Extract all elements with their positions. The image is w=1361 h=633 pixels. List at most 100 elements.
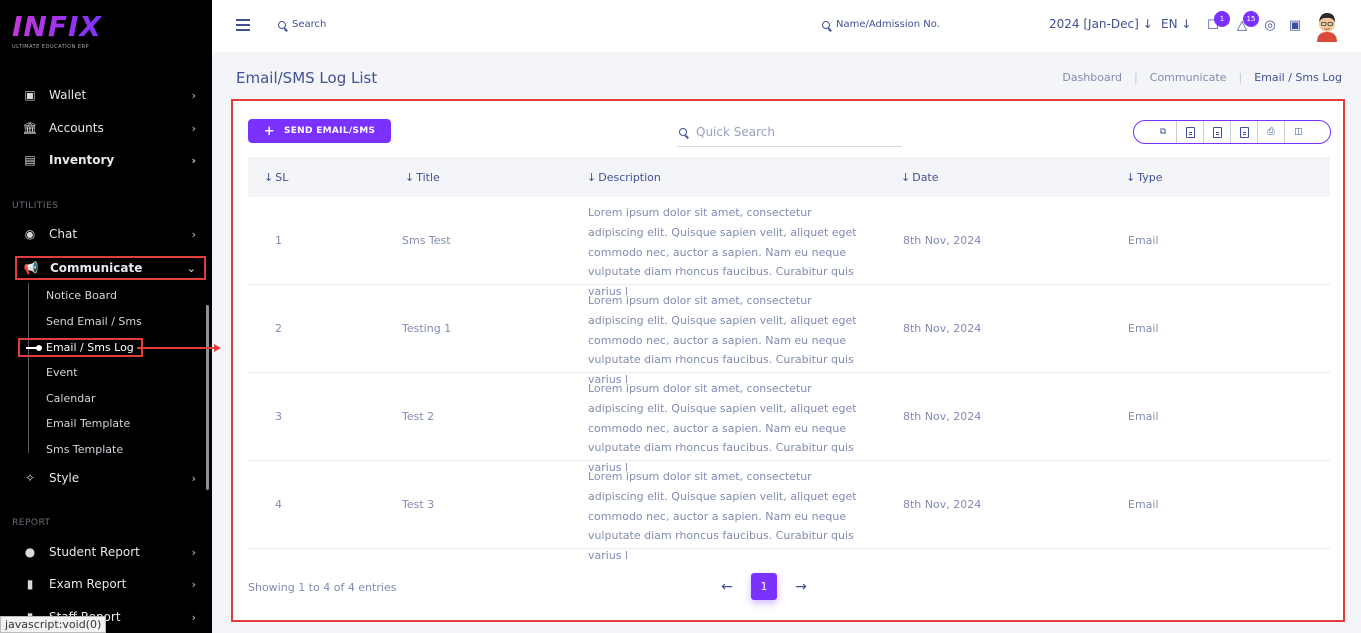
sidebar-scrollbar[interactable] <box>206 305 209 490</box>
section-label-utilities: UTILITIES <box>12 201 59 211</box>
column-label: Description <box>598 171 661 184</box>
breadcrumb-communicate[interactable]: Communicate <box>1149 71 1227 84</box>
language-value: EN <box>1161 17 1178 31</box>
submenu-send-email-sms[interactable]: Send Email / Sms <box>46 315 142 328</box>
next-page-icon[interactable]: → <box>795 578 807 595</box>
cell-date: 8th Nov, 2024 <box>903 410 982 423</box>
previous-page-icon[interactable]: ← <box>721 578 733 595</box>
copy-button[interactable]: ⧉ <box>1150 121 1177 143</box>
csv-button[interactable] <box>1204 121 1231 143</box>
cell-description: Lorem ipsum dolor sit amet, consectetur … <box>588 206 857 299</box>
column-header-sl[interactable]: ↓ SL <box>264 171 288 184</box>
language-select[interactable]: EN ↓ <box>1161 17 1191 31</box>
excel-button[interactable] <box>1177 121 1204 143</box>
column-label: Title <box>416 171 440 184</box>
table-row: 4 Test 3 Lorem ipsum dolor sit amet, con… <box>248 461 1330 562</box>
chevron-right-icon: › <box>191 88 196 102</box>
entries-info: Showing 1 to 4 of 4 entries <box>248 581 397 594</box>
chevron-right-icon: › <box>191 227 196 241</box>
cell-description: Lorem ipsum dolor sit amet, consectetur … <box>588 294 857 387</box>
cell-title: Test 2 <box>402 410 435 423</box>
breadcrumb-dashboard[interactable]: Dashboard <box>1062 71 1123 84</box>
breadcrumb-separator: | <box>1238 71 1243 84</box>
top-bar: Search Name/Admission No. 2024 [Jan-Dec]… <box>212 0 1361 52</box>
chevron-down-icon: ⌄ <box>186 261 196 275</box>
submenu-email-template[interactable]: Email Template <box>46 417 131 430</box>
cell-title: Testing 1 <box>402 322 452 335</box>
cell-sl: 4 <box>275 498 282 511</box>
breadcrumb-separator: | <box>1134 71 1138 84</box>
search-icon <box>822 20 830 29</box>
logo-text: INFIX <box>12 10 102 43</box>
column-header-type[interactable]: ↓ Type <box>1126 171 1162 184</box>
page-number-current[interactable]: 1 <box>751 573 777 600</box>
sort-arrow-icon: ↓ <box>1126 171 1136 184</box>
section-label-report: REPORT <box>12 518 51 528</box>
sidebar-item-label: Style <box>49 471 80 485</box>
cell-type: Email <box>1128 498 1159 511</box>
user-avatar[interactable] <box>1314 10 1340 42</box>
print-button[interactable]: ⎙ <box>1258 121 1285 143</box>
annotation-arrow-line <box>137 347 217 349</box>
column-header-title[interactable]: ↓ Title <box>405 171 440 184</box>
cell-sl: 3 <box>275 410 282 423</box>
users-icon: ● <box>24 545 36 559</box>
sidebar-item-label: Wallet <box>49 88 87 102</box>
search-button[interactable]: Search <box>278 19 326 30</box>
submenu-sms-template[interactable]: Sms Template <box>46 443 124 456</box>
chevron-right-icon: › <box>191 577 196 591</box>
column-header-date[interactable]: ↓ Date <box>901 171 939 184</box>
cell-type: Email <box>1128 234 1159 247</box>
columns-button[interactable]: ◫ <box>1285 121 1312 143</box>
chat-button[interactable]: ☐ 1 <box>1205 11 1230 33</box>
pdf-button[interactable] <box>1231 121 1258 143</box>
book-icon: ▮ <box>26 577 34 591</box>
message-icon: ☐ <box>1207 17 1219 33</box>
logo[interactable]: INFIX ULTIMATE EDUCATION ERP <box>12 10 102 51</box>
cell-date: 8th Nov, 2024 <box>903 322 982 335</box>
pdf-icon <box>1239 126 1249 138</box>
submenu-calendar[interactable]: Calendar <box>46 392 96 405</box>
wallet-icon: ▣ <box>24 88 36 102</box>
arrow-down-icon: ↓ <box>1181 17 1192 31</box>
sidebar-item-student-report[interactable]: ● Student Report › <box>16 540 204 564</box>
sidebar-item-accounts[interactable]: 🏛 Accounts › <box>16 116 204 140</box>
sidebar-item-wallet[interactable]: ▣ Wallet › <box>16 83 204 107</box>
column-label: SL <box>275 171 289 184</box>
sort-arrow-icon: ↓ <box>587 171 597 184</box>
sort-arrow-icon: ↓ <box>405 171 415 184</box>
cell-type: Email <box>1128 410 1159 423</box>
sidebar-item-inventory[interactable]: ▤ Inventory › <box>16 148 204 172</box>
submenu-event[interactable]: Event <box>46 366 78 379</box>
submenu-notice-board[interactable]: Notice Board <box>46 289 117 302</box>
website-button[interactable]: ◎ <box>1262 17 1278 33</box>
cell-date: 8th Nov, 2024 <box>903 498 982 511</box>
cell-title: Sms Test <box>402 234 451 247</box>
notification-button[interactable]: △ 15 <box>1234 11 1259 33</box>
analytics-button[interactable]: ▣ <box>1287 17 1303 33</box>
quick-search-input[interactable]: Quick Search <box>677 117 902 147</box>
sidebar-item-chat[interactable]: ◉ Chat › <box>16 222 204 246</box>
sidebar-item-exam-report[interactable]: ▮ Exam Report › <box>16 572 204 596</box>
submenu-tree-line <box>28 283 29 453</box>
sidebar-item-style[interactable]: ✧ Style › <box>16 466 204 490</box>
chevron-right-icon: › <box>191 153 196 167</box>
admission-search-input[interactable]: Name/Admission No. <box>822 19 940 30</box>
academic-year-select[interactable]: 2024 [Jan-Dec] ↓ <box>1049 17 1153 31</box>
search-icon <box>679 127 687 136</box>
chat-icon: ◉ <box>24 227 36 241</box>
submenu-label: Email / Sms Log <box>46 341 134 354</box>
column-label: Date <box>912 171 939 184</box>
inventory-icon: ▤ <box>24 153 36 167</box>
chat-badge: 1 <box>1214 11 1230 27</box>
breadcrumb-current: Email / Sms Log <box>1254 71 1342 84</box>
sidebar-item-communicate[interactable]: 📢 Communicate ⌄ <box>15 256 206 280</box>
column-header-description[interactable]: ↓ Description <box>587 171 661 184</box>
send-email-sms-button[interactable]: + SEND EMAIL/SMS <box>248 119 391 143</box>
table-row: 3 Test 2 Lorem ipsum dolor sit amet, con… <box>248 373 1330 474</box>
log-list-panel: + SEND EMAIL/SMS Quick Search ⧉ ⎙ ◫ ↓ SL … <box>231 99 1345 622</box>
hamburger-menu-icon[interactable] <box>236 19 250 31</box>
sidebar-item-label: Student Report <box>49 545 140 559</box>
sidebar-item-label: Communicate <box>50 261 143 275</box>
submenu-email-sms-log[interactable]: Email / Sms Log <box>18 338 143 357</box>
